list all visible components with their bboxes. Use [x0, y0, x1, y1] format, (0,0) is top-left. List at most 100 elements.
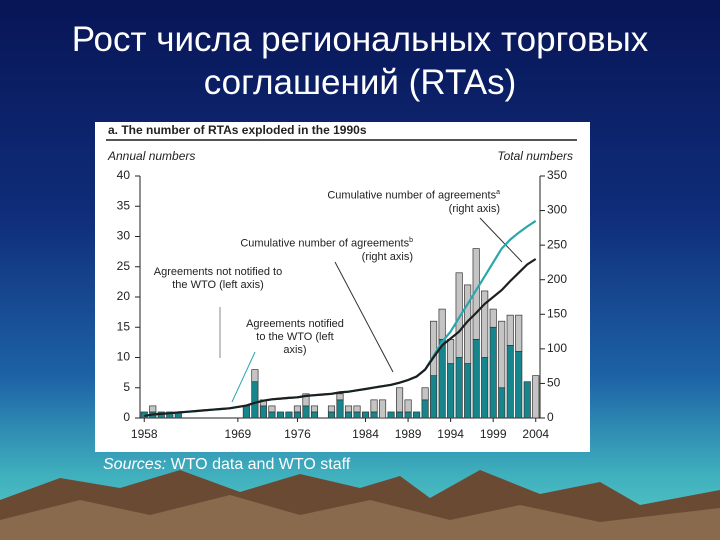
arrows: [219, 217, 523, 403]
bar: [404, 411, 412, 419]
bar: [344, 405, 353, 413]
bar: [166, 411, 174, 419]
bar: [302, 405, 310, 419]
sources-text: WTO data and WTO staff: [170, 456, 351, 473]
bar: [379, 399, 387, 419]
y-tick-label: 5: [123, 380, 130, 394]
bar: [353, 405, 361, 413]
x-tick-label: 1994: [437, 427, 464, 441]
bar: [293, 411, 301, 419]
y2-axis-label: Total numbers: [497, 149, 573, 163]
bar: [361, 411, 370, 419]
cumulative-line: [144, 258, 537, 417]
bar: [421, 387, 429, 401]
bar: [421, 399, 429, 419]
y2-tick-label: 100: [547, 341, 567, 355]
bar: [532, 375, 540, 419]
bar: [396, 387, 404, 413]
bar: [327, 411, 336, 419]
mountains: [0, 495, 720, 540]
bar: [455, 272, 463, 358]
bar: [438, 308, 446, 340]
sources-label: Sources:: [103, 456, 167, 473]
sources: Sources: WTO data and WTO staff: [103, 456, 350, 474]
bar: [489, 308, 497, 328]
y2-tick-label: 300: [547, 203, 567, 217]
bar: [489, 326, 497, 419]
series-footnote: a: [496, 189, 500, 196]
bar: [413, 411, 421, 419]
axis-note: (right axis): [361, 250, 413, 263]
y-axis-label: Annual numbers: [107, 149, 195, 163]
bar: [506, 345, 514, 419]
y-tick-label: 15: [117, 319, 131, 333]
series-label: Cumulative number of agreementsa (right a…: [230, 186, 500, 216]
bar: [259, 405, 267, 419]
bar: [430, 375, 438, 419]
bar: [464, 363, 472, 419]
series-label: Agreements not notified to the WTO (left…: [148, 266, 288, 292]
bar: [498, 387, 506, 419]
series-name: Agreements not notified to the WTO (left…: [153, 266, 283, 291]
bar: [472, 339, 480, 419]
x-tick-label: 1958: [131, 427, 158, 441]
x-tick-label: 2004: [522, 427, 549, 441]
bar: [327, 405, 336, 413]
series-label: Cumulative number of agreementsb (right a…: [148, 234, 413, 264]
bar: [251, 369, 259, 383]
series-name: Cumulative number of agreements: [327, 189, 497, 202]
bar: [387, 411, 395, 419]
bar: [481, 357, 489, 419]
bar: [149, 405, 157, 413]
x-tick-label: 1969: [225, 427, 252, 441]
bar: [344, 411, 353, 419]
bar: [276, 411, 284, 419]
bar: [370, 411, 378, 419]
series-footnote: b: [409, 237, 413, 244]
x-tick-label: 1984: [352, 427, 379, 441]
y-tick-label: 25: [117, 259, 131, 273]
y2-tick-label: 0: [547, 410, 554, 424]
bar: [285, 411, 293, 419]
bar: [523, 381, 531, 419]
bar: [515, 314, 523, 352]
bar: [481, 290, 489, 358]
bar: [336, 399, 344, 419]
bar: [447, 363, 455, 419]
series-label: Agreements notified to the WTO (left axi…: [245, 318, 345, 357]
bar: [498, 320, 506, 389]
y-tick-label: 0: [123, 410, 130, 424]
bar: [302, 393, 310, 407]
y-tick-label: 10: [117, 350, 131, 364]
y-tick-label: 20: [117, 289, 131, 303]
bar: [404, 399, 412, 413]
y-tick-label: 30: [117, 229, 131, 243]
y2-tick-label: 200: [547, 272, 567, 286]
bar: [396, 411, 404, 419]
x-tick-label: 1976: [284, 427, 311, 441]
series-name: Cumulative number of agreements: [240, 237, 410, 250]
y2-tick-label: 150: [547, 306, 567, 320]
y-tick-label: 40: [117, 168, 131, 182]
bar: [353, 411, 361, 419]
bar: [438, 339, 446, 419]
axis-note: (right axis): [448, 202, 500, 215]
y2-tick-label: 50: [547, 376, 561, 390]
x-tick-label: 1999: [480, 427, 507, 441]
bar: [242, 405, 250, 419]
bar: [310, 405, 319, 413]
bar: [268, 405, 276, 413]
bar: [251, 381, 259, 419]
bar: [336, 393, 344, 401]
x-tick-label: 1989: [395, 427, 422, 441]
bar: [515, 351, 523, 419]
bar: [506, 314, 514, 346]
bar: [268, 411, 276, 419]
y-tick-label: 35: [117, 198, 131, 212]
y2-tick-label: 350: [547, 168, 567, 182]
y2-tick-label: 250: [547, 237, 567, 251]
bar: [370, 399, 378, 413]
bar: [293, 405, 301, 413]
